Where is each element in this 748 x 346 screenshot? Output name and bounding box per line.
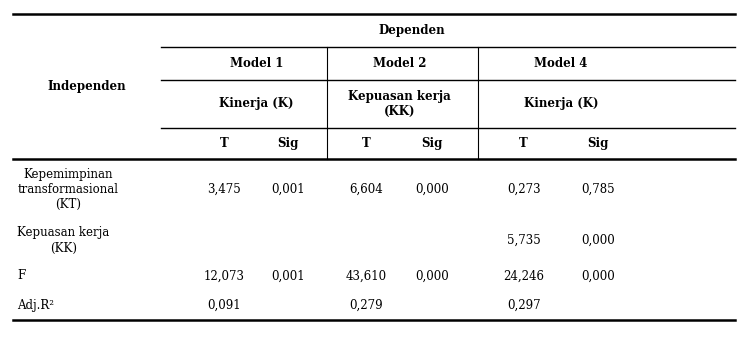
- Text: Model 4: Model 4: [534, 57, 588, 70]
- Text: Kinerja (K): Kinerja (K): [219, 97, 293, 110]
- Text: Kepuasan kerja
(KK): Kepuasan kerja (KK): [348, 90, 451, 118]
- Text: 0,785: 0,785: [582, 183, 615, 196]
- Text: Model 1: Model 1: [230, 57, 283, 70]
- Text: Adj.R²: Adj.R²: [17, 299, 54, 312]
- Text: T: T: [362, 137, 371, 150]
- Text: F: F: [17, 270, 25, 282]
- Text: 0,000: 0,000: [415, 183, 450, 196]
- Text: 43,610: 43,610: [346, 270, 387, 282]
- Text: 6,604: 6,604: [349, 183, 384, 196]
- Text: 3,475: 3,475: [207, 183, 242, 196]
- Text: 0,001: 0,001: [272, 270, 304, 282]
- Text: 0,001: 0,001: [272, 183, 304, 196]
- Text: Model 2: Model 2: [373, 57, 426, 70]
- Text: Kepemimpinan
transformasional
(KT): Kepemimpinan transformasional (KT): [17, 168, 118, 211]
- Text: 24,246: 24,246: [503, 270, 544, 282]
- Text: 0,000: 0,000: [581, 270, 616, 282]
- Text: 12,073: 12,073: [204, 270, 245, 282]
- Text: 0,000: 0,000: [581, 234, 616, 247]
- Text: Sig: Sig: [422, 137, 443, 150]
- Text: Independen: Independen: [48, 80, 126, 93]
- Text: T: T: [220, 137, 229, 150]
- Text: 0,297: 0,297: [507, 299, 540, 312]
- Text: 0,279: 0,279: [350, 299, 383, 312]
- Text: 0,000: 0,000: [415, 270, 450, 282]
- Text: Kepuasan kerja
(KK): Kepuasan kerja (KK): [17, 227, 109, 254]
- Text: 5,735: 5,735: [506, 234, 541, 247]
- Text: Sig: Sig: [278, 137, 298, 150]
- Text: 0,091: 0,091: [208, 299, 241, 312]
- Text: Dependen: Dependen: [378, 24, 445, 37]
- Text: 0,273: 0,273: [507, 183, 540, 196]
- Text: Kinerja (K): Kinerja (K): [524, 97, 598, 110]
- Text: Sig: Sig: [588, 137, 609, 150]
- Text: T: T: [519, 137, 528, 150]
